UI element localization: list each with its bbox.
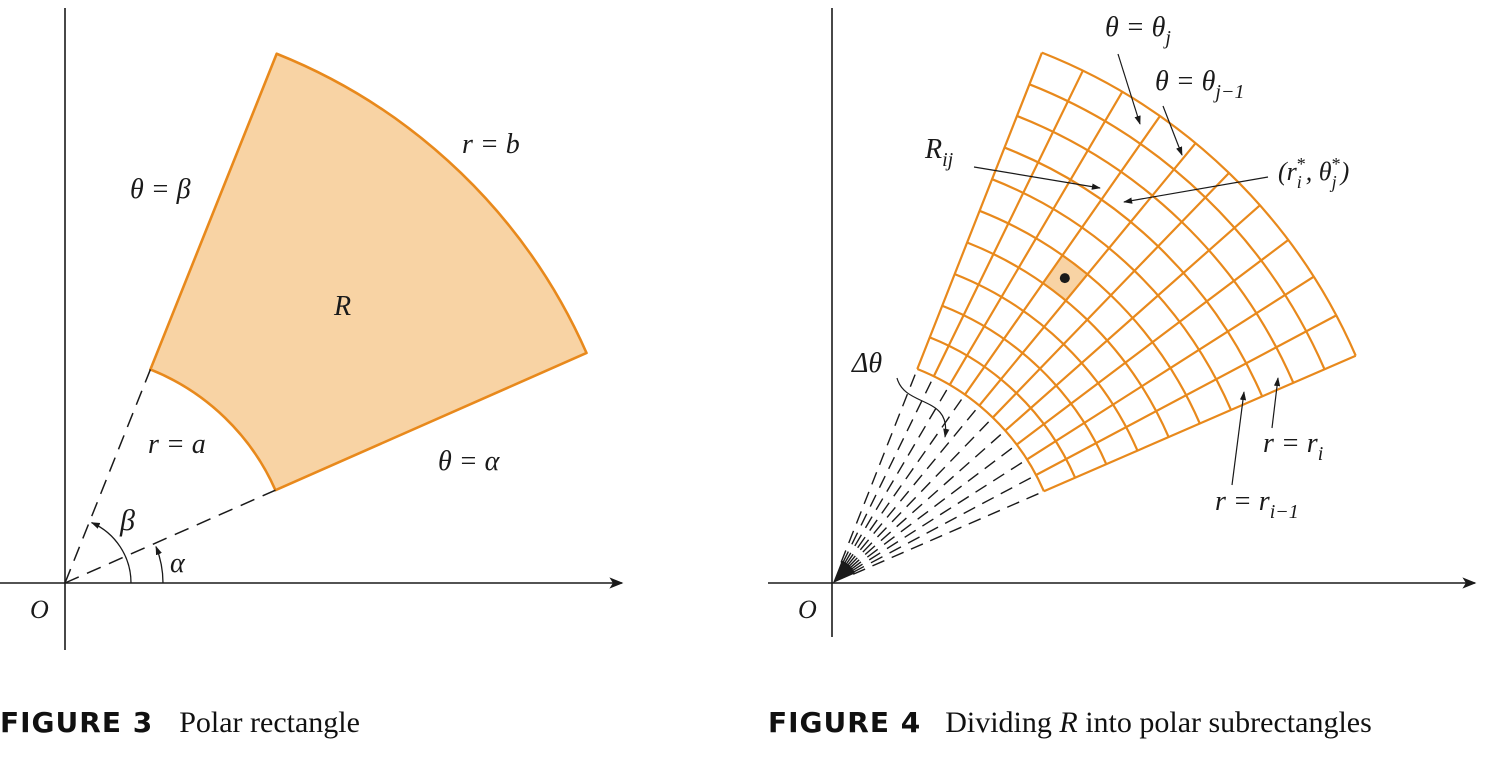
grid-arc [954,273,1139,452]
label-point-close: ) [1339,157,1350,186]
label-theta-equals-theta-j: θ = θj [1105,12,1171,49]
label-r-ri1-sub: i−1 [1270,501,1299,523]
label-r-equals-ri-minus-1: r = ri−1 [1215,486,1299,523]
dashed-ray [842,375,935,564]
leader-Rij [973,166,1101,190]
region-label: R [333,291,351,322]
label-point-mid: , θ [1306,157,1332,186]
grid-arc [991,178,1233,411]
polar-rectangle-region [149,52,588,492]
label-r-equals-ri: r = ri [1263,428,1323,465]
leader-theta-j [1117,53,1141,125]
figure-4-caption: FIGURE 4 Dividing R into polar subrectang… [768,706,1372,739]
label-theta-j-lhs: θ = θ [1105,12,1166,43]
figure-3-caption-text: Polar rectangle [179,706,360,739]
label-r-ri-sub: i [1318,443,1324,465]
label-Rij-sub: ij [942,149,954,171]
sample-point [1059,273,1070,284]
angle-alpha-arc [155,545,164,584]
dashed-ray-alpha [64,489,276,584]
figure-3-caption-label: FIGURE 3 [0,706,153,739]
grid-ray [1043,354,1357,493]
origin-wedge [833,560,856,583]
label-r-ri1-lhs: r = r [1215,486,1270,517]
dashed-ray [840,368,918,563]
angle-beta-label: β [119,504,135,537]
leader-point [1123,176,1269,204]
figure-4-caption-text-1: Dividing [945,706,1059,739]
dashed-ray [850,444,1018,571]
leader-r-equals-ri [1271,377,1281,429]
label-point-star-1: * [1297,154,1306,174]
grid-arc [941,304,1108,465]
dashed-ray [846,405,980,567]
label-sample-point: (ri*, θj*) [1278,154,1349,192]
label-point-open: (r [1278,157,1298,186]
grid-arc [1016,114,1295,384]
label-Rij: Rij [924,134,954,171]
grid-arc [1004,146,1264,397]
polar-grid [916,51,1357,493]
label-r-equals-a: r = a [148,429,206,460]
grid-arc [929,336,1077,479]
leader-r-equals-ri-minus-1 [1231,391,1247,486]
grid-arc [966,241,1170,438]
dashed-ray [852,474,1037,574]
dashed-ray [849,430,1006,569]
dashed-ray [852,490,1045,575]
label-theta-equals-theta-j-minus-1: θ = θj−1 [1155,66,1244,103]
dashed-rays [840,368,1045,575]
grid-arc [916,367,1045,492]
label-r-equals-b: r = b [462,129,520,160]
leader-theta-j-minus-1 [1162,105,1183,156]
origin-label: O [798,595,817,624]
grid-arc [1029,83,1326,370]
label-point-star-2: * [1332,154,1341,174]
dashed-ray [847,417,994,568]
leader-delta-theta [896,377,950,438]
figure-4: θ = θj θ = θj−1 Rij (ri*, θj*) Δθ r = ri… [768,8,1477,739]
dashed-ray [843,384,951,565]
dashed-ray [845,394,966,566]
label-theta-j-sub: j [1162,27,1171,49]
label-theta-j1-sub: j−1 [1212,81,1244,103]
figure-3: O R r = b θ = β r = a θ = α β α FIGURE 3… [0,8,624,739]
grid-arc [979,209,1201,424]
figure-4-caption-text-2: into polar subrectangles [1078,706,1372,739]
label-theta-equals-beta: θ = β [130,174,191,205]
angle-beta-arc [90,522,132,584]
figure-4-caption-label: FIGURE 4 [768,706,921,739]
angle-alpha-label: α [170,548,186,579]
figure-4-caption-R: R [1058,706,1077,739]
origin-label: O [30,595,49,624]
label-point-sub-i: i [1297,172,1302,192]
dashed-ray-beta [64,369,152,584]
grid-arc [1041,51,1357,357]
label-delta-theta: Δθ [851,348,882,379]
label-point-sub-j: j [1330,172,1337,192]
label-r-ri-lhs: r = r [1263,428,1318,459]
label-theta-equals-alpha: θ = α [438,446,501,477]
label-Rij-main: R [924,134,942,165]
figure-3-caption: FIGURE 3 Polar rectangle [0,706,360,739]
dashed-ray [851,458,1028,572]
label-theta-j1-lhs: θ = θ [1155,66,1216,97]
